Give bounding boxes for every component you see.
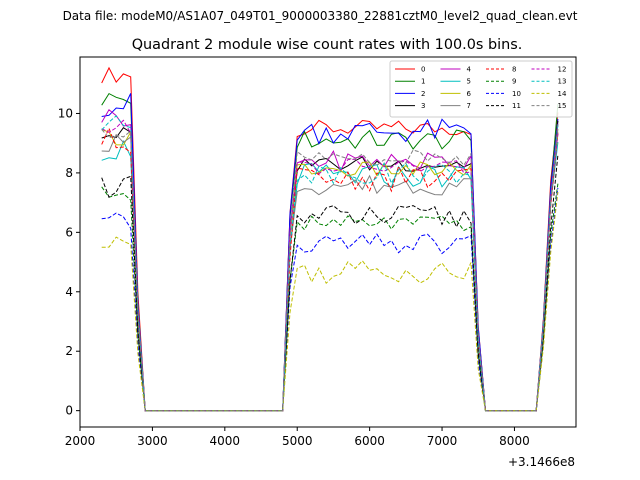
series-line-10 — [101, 188, 559, 412]
legend-label-1: 1 — [421, 78, 425, 86]
x-tick-label: 8000 — [499, 434, 530, 448]
series-line-15 — [101, 125, 559, 412]
chart-title: Quadrant 2 module wise count rates with … — [132, 37, 523, 53]
legend-label-14: 14 — [558, 90, 567, 98]
legend-label-3: 3 — [421, 102, 425, 110]
series-line-7 — [101, 128, 559, 412]
series-line-0 — [101, 66, 559, 412]
legend-label-13: 13 — [558, 78, 567, 86]
y-tick-label: 2 — [65, 344, 73, 358]
y-tick-label: 0 — [65, 404, 73, 418]
legend-label-0: 0 — [421, 66, 425, 74]
series-line-9 — [101, 183, 559, 412]
legend-label-9: 9 — [512, 78, 516, 86]
y-tick-label: 8 — [65, 166, 73, 180]
x-tick-label: 3000 — [137, 434, 168, 448]
plot-area — [101, 66, 559, 412]
x-tick-label: 6000 — [354, 434, 385, 448]
y-tick-label: 10 — [58, 106, 73, 120]
series-line-1 — [101, 92, 559, 412]
series-line-8 — [101, 126, 559, 412]
legend-label-4: 4 — [467, 66, 472, 74]
x-tick-label: 2000 — [65, 434, 96, 448]
y-tick-label: 6 — [65, 225, 73, 239]
series-line-4 — [101, 108, 559, 412]
y-tick-label: 4 — [65, 285, 73, 299]
legend-box — [389, 60, 573, 118]
x-axis-offset-label: +3.1466e8 — [508, 455, 575, 469]
legend-label-5: 5 — [467, 78, 471, 86]
series-line-11 — [101, 154, 559, 412]
figure-suptitle: Data file: modeM0/AS1A07_049T01_90000033… — [63, 9, 578, 23]
series-line-12 — [101, 119, 559, 412]
series-line-5 — [101, 140, 559, 412]
series-line-6 — [101, 129, 559, 412]
legend-label-6: 6 — [467, 90, 472, 98]
series-line-14 — [101, 192, 559, 412]
legend-label-15: 15 — [558, 102, 567, 110]
legend-label-12: 12 — [558, 66, 567, 74]
legend-label-2: 2 — [421, 90, 425, 98]
legend-label-7: 7 — [467, 102, 471, 110]
x-tick-label: 5000 — [282, 434, 313, 448]
legend-label-10: 10 — [512, 90, 521, 98]
axes-frame — [79, 56, 577, 428]
legend-label-11: 11 — [512, 102, 521, 110]
x-tick-label: 4000 — [210, 434, 241, 448]
x-tick-label: 7000 — [427, 434, 458, 448]
legend-label-8: 8 — [512, 66, 516, 74]
series-line-3 — [101, 120, 559, 412]
series-line-13 — [101, 115, 559, 412]
